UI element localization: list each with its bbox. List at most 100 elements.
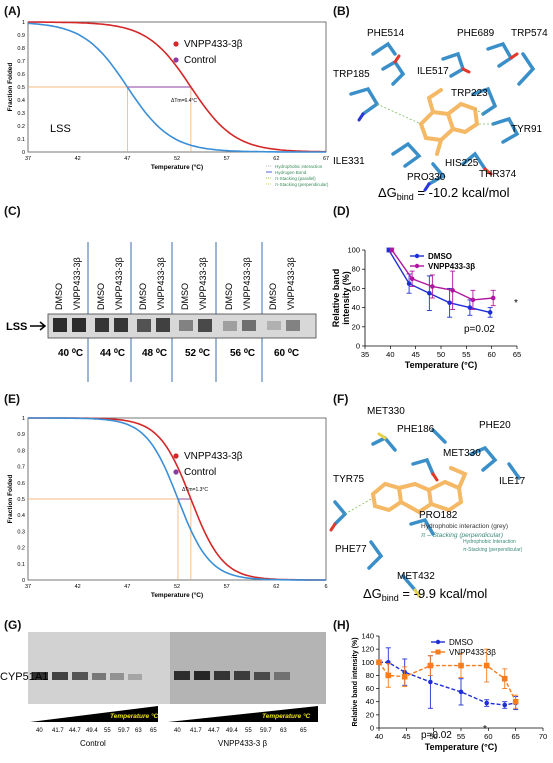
panel-letter-g: (G) bbox=[4, 618, 22, 632]
data-point bbox=[470, 297, 476, 303]
data-point bbox=[458, 662, 464, 669]
residue-label: PRO182 bbox=[419, 510, 458, 521]
blot-bands-c bbox=[53, 318, 300, 332]
lane-label-vnpp: VNPP433-3β bbox=[198, 257, 208, 310]
panel-e-annotations: VNPP433-3β Control ΔTm=1.3°C bbox=[173, 451, 243, 493]
y-tick-label: 40 bbox=[366, 697, 374, 706]
y-tick-label: 100 bbox=[347, 246, 360, 255]
x-tick-label: 47 bbox=[124, 584, 130, 590]
y-tick-label: 0.4 bbox=[17, 98, 25, 104]
x-tick-label: 50 bbox=[437, 350, 445, 359]
residue-label: PHE77 bbox=[335, 544, 367, 555]
western-blot-c: DMSO VNPP433-3β DMSO VNPP433-3β DMSO VNP… bbox=[6, 242, 317, 382]
series-line bbox=[379, 661, 516, 706]
data-point bbox=[467, 305, 473, 310]
svg-text:63: 63 bbox=[280, 728, 287, 734]
melt-curve-chart-e: 37 42 47 52 57 62 6 0 0.1 0.2 0.3 0.4 0.5 0.6 0.7 0.8 0.… bbox=[7, 416, 328, 599]
temp-label: 40 ⁰C bbox=[58, 348, 83, 359]
y-tick-label: 60 bbox=[366, 684, 374, 693]
lane-label-dmso: DMSO bbox=[180, 283, 190, 310]
y-tick-label: 0.1 bbox=[17, 137, 25, 143]
legend-marker bbox=[435, 649, 441, 655]
data-point bbox=[450, 288, 455, 293]
residue-label: TYR91 bbox=[511, 124, 543, 135]
legend-label: VNPP433-3β bbox=[428, 262, 475, 271]
x-tick-label: 40 bbox=[375, 732, 383, 741]
residue-label: MET330 bbox=[443, 448, 481, 459]
data-point bbox=[401, 673, 408, 680]
docking-pose-b: PHE514 PHE689 TRP574 TRP185 ILE517 TRP22… bbox=[333, 28, 548, 202]
svg-text:55: 55 bbox=[245, 728, 252, 734]
legend-label-control: Control bbox=[184, 467, 216, 478]
y-tick-label: 140 bbox=[361, 632, 374, 641]
delta-tm-label: ΔTm=1.3°C bbox=[182, 487, 208, 493]
legend-label: VNPP433-3β bbox=[449, 648, 496, 657]
lane-label-dmso: DMSO bbox=[138, 283, 148, 310]
x-tick-label: 60 bbox=[484, 732, 492, 741]
x-tick-label: 55 bbox=[462, 350, 470, 359]
blot-bands-g bbox=[32, 671, 290, 680]
key-pi-perp-small: π-Stacking (perpendicular) bbox=[463, 547, 523, 553]
temp-label: 44 ⁰C bbox=[100, 348, 125, 359]
y-tick-label: 0.6 bbox=[17, 72, 25, 78]
lane-label-dmso: DMSO bbox=[268, 283, 278, 310]
residue-label: THR374 bbox=[479, 169, 517, 180]
legend-dot-vnpp bbox=[173, 453, 179, 459]
temp-label: 48 ⁰C bbox=[142, 348, 167, 359]
temp-gradient-control bbox=[30, 706, 158, 722]
y-tick-label: 0.3 bbox=[17, 111, 25, 117]
residue-label: ILE331 bbox=[333, 156, 365, 167]
key-pi-perp: π-Stacking (perpendicular) bbox=[275, 182, 329, 187]
data-point bbox=[458, 689, 464, 695]
data-point bbox=[501, 675, 508, 682]
y-tick-label: 0.8 bbox=[17, 448, 25, 454]
residue-labels-b: PHE514 PHE689 TRP574 TRP185 ILE517 TRP22… bbox=[333, 28, 548, 183]
x-tick-label: 40 bbox=[386, 350, 394, 359]
lane-label-dmso: DMSO bbox=[54, 283, 64, 310]
legend-marker bbox=[414, 253, 420, 259]
svg-text:40: 40 bbox=[36, 728, 43, 734]
legend-marker bbox=[414, 263, 420, 269]
y-tick-label: 0.4 bbox=[17, 513, 25, 519]
y-tick-label: 60 bbox=[352, 284, 360, 293]
svg-text:40: 40 bbox=[174, 728, 181, 734]
panel-letter-e: (E) bbox=[4, 392, 20, 406]
residue-sticks-b bbox=[349, 41, 536, 186]
panel-a-annotations: VNPP433-3β Control ΔTm=6.4°C LSS Hydroph… bbox=[50, 39, 329, 187]
svg-text:41.7: 41.7 bbox=[190, 728, 202, 734]
docking-pose-f: MET330 PHE20 PHE186 MET330 ILE17 TYR75 P… bbox=[329, 406, 526, 603]
data-point bbox=[427, 290, 432, 296]
y-tick-label: 80 bbox=[366, 671, 374, 680]
melt-curve-control bbox=[28, 417, 326, 581]
legend-dot-vnpp bbox=[173, 41, 179, 47]
x-axis-label: Temperature (°C) bbox=[151, 591, 203, 599]
x-tick-label: 42 bbox=[75, 156, 81, 162]
lane-label-vnpp: VNPP433-3β bbox=[242, 257, 252, 310]
residue-label: ILE517 bbox=[417, 66, 449, 77]
svg-text:59.7: 59.7 bbox=[118, 728, 130, 734]
temp-label-vnpp: Temperature °C bbox=[262, 712, 311, 720]
x-tick-label: 60 bbox=[487, 350, 495, 359]
temp-ticks-control: 40 41.7 44.7 49.4 55 59.7 63 65 bbox=[36, 728, 157, 734]
pvalue-h: p=0.02 bbox=[421, 730, 452, 741]
data-point bbox=[430, 284, 435, 289]
svg-text:59.7: 59.7 bbox=[260, 728, 272, 734]
legend-label: DMSO bbox=[449, 638, 473, 647]
data-point bbox=[447, 300, 452, 306]
lane-label-vnpp: VNPP433-3β bbox=[156, 257, 166, 310]
residue-label: PHE514 bbox=[367, 28, 405, 39]
temp-labels-c: 40 ⁰C 44 ⁰C 48 ⁰C 52 ⁰C 56 ⁰C 60 ⁰C bbox=[58, 348, 299, 359]
x-tick-label: 52 bbox=[174, 156, 180, 162]
svg-text:65: 65 bbox=[300, 728, 307, 734]
y-tick-label: 20 bbox=[352, 322, 360, 331]
significance-star-d: * bbox=[514, 298, 518, 309]
y-axis-label: Fraction Folded bbox=[7, 63, 14, 112]
lane-label-vnpp: VNPP433-3β bbox=[114, 257, 124, 310]
legend-dot-control bbox=[173, 57, 179, 63]
delta-tm-label: ΔTm=6.4°C bbox=[171, 98, 197, 104]
y-tick-label: 0.5 bbox=[17, 85, 25, 91]
ligand-sticks-b bbox=[418, 88, 480, 156]
protein-label-lss: LSS bbox=[50, 123, 71, 135]
data-point bbox=[484, 700, 489, 706]
y-tick-label: 0.6 bbox=[17, 481, 25, 487]
